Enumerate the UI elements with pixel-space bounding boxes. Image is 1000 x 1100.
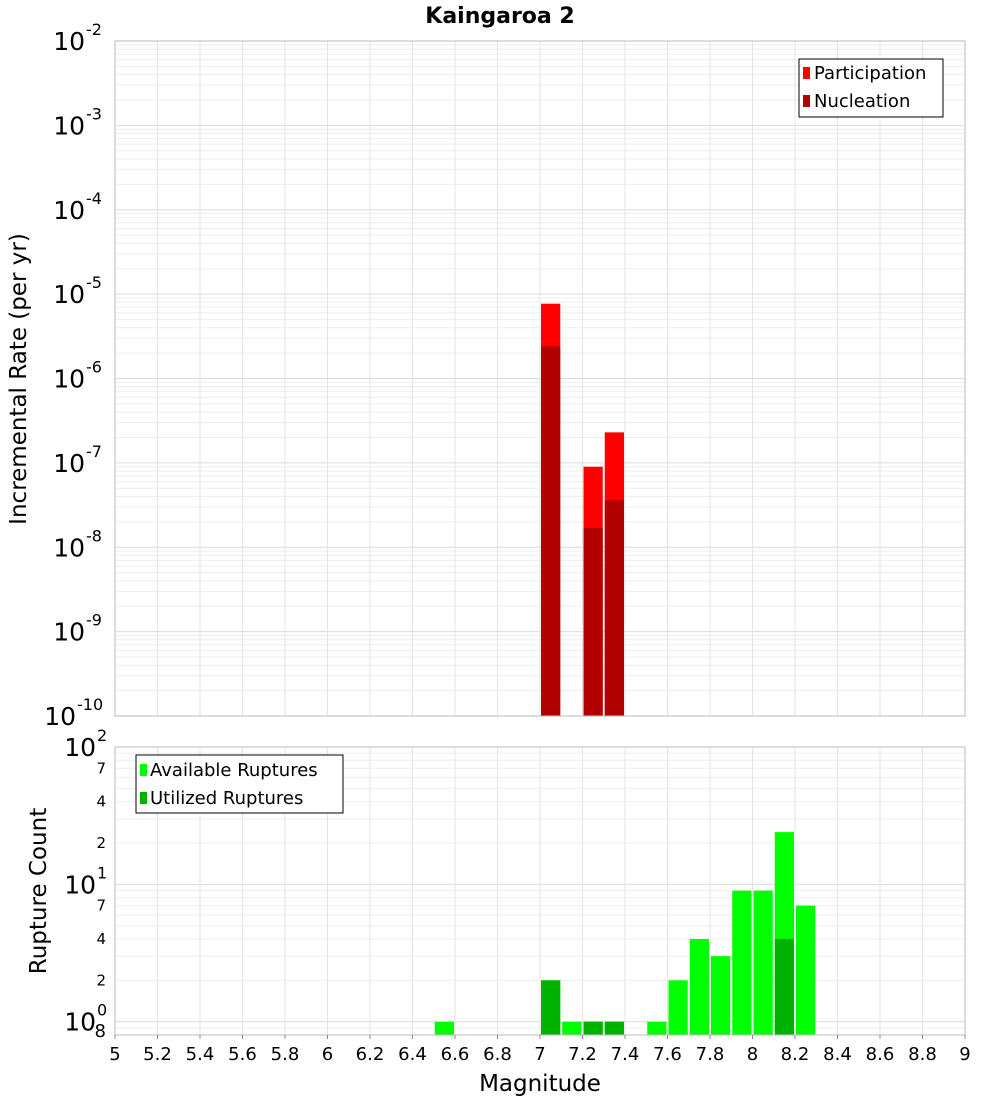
top-legend: Participation Nucleation (798, 58, 944, 118)
x-axis-label: Magnitude (479, 1071, 601, 1097)
x-tick-label: 8.4 (823, 1044, 852, 1065)
bar-primary (647, 1021, 667, 1035)
y-minor-tick-label: 2 (96, 834, 106, 852)
y-tick-exponent: 1 (97, 863, 107, 882)
x-tick-label: 6.6 (441, 1044, 470, 1065)
y-tick-label: 10 (44, 702, 76, 731)
x-tick-label: 8 (747, 1044, 758, 1065)
legend-swatch-participation (803, 67, 810, 79)
y-tick-label: 10 (53, 196, 85, 225)
legend-label-nucleation: Nucleation (814, 91, 910, 112)
bar-secondary (604, 1021, 624, 1035)
bar-primary (796, 905, 816, 1035)
x-tick-label: 9 (959, 1044, 970, 1065)
x-tick-label: 6.4 (398, 1044, 427, 1065)
bar-secondary (541, 346, 561, 716)
x-tick-label: 7.8 (696, 1044, 725, 1065)
y-tick-label: 10 (53, 365, 85, 394)
bar-secondary (604, 500, 624, 716)
y-tick-exponent: 0 (97, 1001, 107, 1020)
y-tick-label: 10 (53, 27, 85, 56)
x-tick-label: 7.6 (653, 1044, 682, 1065)
y-tick-exponent: 2 (97, 726, 107, 745)
x-tick-label: 5.4 (186, 1044, 215, 1065)
y-tick-label: 10 (64, 870, 96, 899)
x-tick-label: 5 (109, 1044, 120, 1065)
x-tick-label: 7 (534, 1044, 545, 1065)
x-tick-label: 7.2 (568, 1044, 597, 1065)
bar-primary (562, 1021, 582, 1035)
bar-primary (434, 1021, 454, 1035)
bar-primary (711, 956, 731, 1035)
bottom-plot-bars (434, 832, 816, 1035)
y-minor-tick-label: 4 (96, 793, 106, 811)
legend-swatch-nucleation (803, 95, 810, 107)
top-y-axis-label: Incremental Rate (per yr) (6, 233, 32, 525)
bar-secondary (583, 1021, 603, 1035)
x-tick-label: 5.2 (143, 1044, 172, 1065)
x-axis-ticks: 5 5.2 5.4 5.6 5.8 6 6.2 6.4 6.6 6.8 7 7.2 7.4 7.6 7.8 8… (109, 1035, 971, 1065)
x-tick-label: 6 (322, 1044, 333, 1065)
legend-label-participation: Participation (814, 63, 926, 84)
x-tick-label: 8.2 (781, 1044, 810, 1065)
bar-primary (732, 890, 752, 1035)
y-tick-label: 10 (53, 449, 85, 478)
x-tick-label: 5.6 (228, 1044, 257, 1065)
y-minor-tick-label: 4 (96, 930, 106, 948)
top-plot-frame (114, 40, 966, 717)
top-legend-box (798, 58, 944, 118)
bar-secondary (541, 980, 561, 1035)
y-tick-label: 10 (53, 618, 85, 647)
y-tick-exponent: -7 (86, 442, 102, 461)
y-tick-label: 10 (64, 733, 96, 762)
y-tick-exponent: -9 (86, 611, 102, 630)
y-tick-exponent: -10 (77, 695, 103, 714)
x-tick-label: 7.4 (611, 1044, 640, 1065)
x-tick-label: 8.8 (908, 1044, 937, 1065)
y-minor-tick-label: 8 (95, 1021, 106, 1042)
top-plot-grid (114, 41, 966, 717)
y-tick-label: 10 (53, 533, 85, 562)
legend-swatch-utilized (140, 792, 147, 804)
y-minor-tick-label: 7 (96, 759, 106, 777)
y-minor-tick-label: 2 (96, 971, 106, 989)
y-tick-exponent: -3 (86, 104, 102, 123)
x-tick-label: 5.8 (271, 1044, 300, 1065)
x-tick-label: 6.8 (483, 1044, 512, 1065)
chart-title: Kaingaroa 2 (425, 4, 574, 29)
bar-primary (689, 939, 709, 1035)
bottom-y-axis-label: Rupture Count (26, 808, 52, 974)
y-tick-exponent: -5 (86, 273, 102, 292)
y-tick-exponent: -8 (86, 526, 102, 545)
y-tick-label: 10 (64, 1008, 96, 1037)
y-tick-exponent: -2 (86, 20, 102, 39)
legend-label-available: Available Ruptures (150, 760, 318, 781)
bar-secondary (583, 527, 603, 716)
y-tick-label: 10 (53, 111, 85, 140)
bar-primary (668, 980, 688, 1035)
bar-primary (753, 890, 773, 1035)
bar-secondary (774, 939, 794, 1035)
y-minor-tick-label: 7 (96, 897, 106, 915)
bottom-legend: Available Ruptures Utilized Ruptures (135, 754, 344, 814)
y-tick-exponent: -4 (86, 189, 102, 208)
x-tick-label: 8.6 (866, 1044, 895, 1065)
legend-swatch-available (140, 764, 147, 776)
y-tick-exponent: -6 (86, 358, 102, 377)
y-tick-label: 10 (53, 280, 85, 309)
top-plot-bars (541, 303, 624, 716)
x-tick-label: 6.2 (356, 1044, 385, 1065)
bottom-legend-box (135, 754, 344, 814)
legend-label-utilized: Utilized Ruptures (150, 788, 303, 809)
